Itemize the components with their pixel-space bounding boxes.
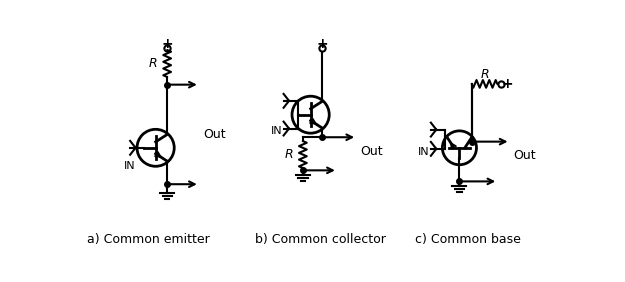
Text: +: + <box>316 37 328 51</box>
Text: b) Common collector: b) Common collector <box>255 233 386 246</box>
Text: IN: IN <box>418 147 429 157</box>
Text: +: + <box>161 37 173 51</box>
Text: c) Common base: c) Common base <box>415 233 521 246</box>
Text: +: + <box>501 77 513 91</box>
Text: IN: IN <box>271 126 282 136</box>
Text: Out: Out <box>360 145 382 158</box>
Text: IN: IN <box>124 161 135 171</box>
Text: R: R <box>149 57 157 70</box>
Text: R: R <box>480 68 489 81</box>
Text: Out: Out <box>514 149 536 162</box>
Text: R: R <box>284 148 292 161</box>
Text: Out: Out <box>202 128 226 141</box>
Text: a) Common emitter: a) Common emitter <box>88 233 210 246</box>
